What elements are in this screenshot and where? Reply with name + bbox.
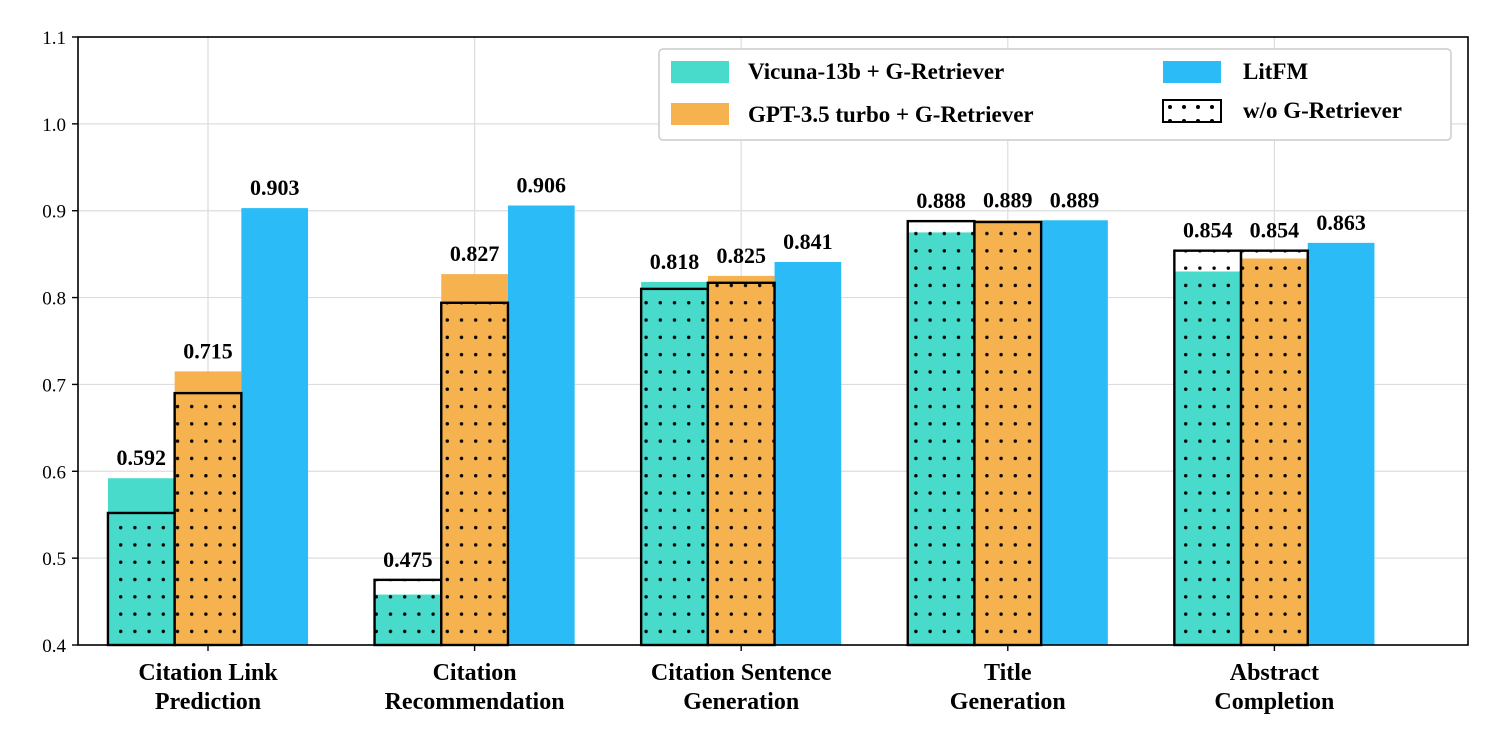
y-tick-label-7: 1.1 [42,28,66,49]
y-tick-label-2: 0.6 [42,462,66,483]
legend-label-litfm: LitFM [1243,59,1308,84]
x-tick-label-3: Title Generation [950,660,1066,715]
value-label-s2-c1: 0.906 [517,173,567,198]
legend-swatch-litfm [1163,61,1221,83]
plot-frame [77,36,1469,646]
y-tick-label-4: 0.8 [42,289,66,310]
hatch-fill-s1-c4 [1241,258,1308,645]
y-tick-label-6: 1.0 [42,115,66,136]
value-label-s2-c0: 0.903 [250,175,300,200]
value-label-s1-c0: 0.715 [183,338,233,363]
y-tick-label-1: 0.5 [42,549,66,570]
hatch-white-s1-c4 [1241,250,1308,259]
legend-swatch-vicuna [671,61,729,83]
x-tick-label-4: Abstract Completion [1214,660,1334,715]
legend-frame [658,48,1452,141]
value-label-s1-c4: 0.854 [1250,218,1300,243]
value-label-s2-c3: 0.889 [1050,187,1100,212]
legend-label-hatched: w/o G-Retriever [1243,98,1402,123]
y-axis-ticks: 0.4 0.5 0.6 0.7 0.8 0.9 1.0 1.1 [42,28,78,657]
legend-label-gpt: GPT-3.5 turbo + G-Retriever [748,102,1034,127]
hatch-fill-s1-c3 [974,222,1042,645]
hatch-fill-s0-c3 [907,232,975,645]
hatch-white-s0-c3 [907,221,975,233]
x-tick-label-1: Citation Recommendation [385,660,565,715]
y-tick-label-0: 0.4 [42,636,66,657]
legend-swatch-gpt [671,103,729,125]
legend-swatch-hatched [1162,99,1222,123]
value-label-s0-c1: 0.475 [383,547,433,572]
x-axis-ticks: Citation Link Prediction Citation Recommend… [138,645,1334,715]
hatch-fill-s0-c4 [1174,271,1242,645]
hatch-white-s0-c4 [1174,250,1242,272]
hatch-fill-s0-c0 [107,512,175,645]
legend-label-vicuna: Vicuna-13b + G-Retriever [748,59,1004,84]
hatch-fill-s1-c1 [441,302,508,645]
y-tick-label-5: 0.9 [42,202,66,223]
value-label-s2-c2: 0.841 [783,229,833,254]
without-retriever-overlays [106,219,1309,647]
x-tick-label-2: Citation Sentence Generation [651,660,832,715]
hatch-white-s0-c1 [374,579,442,595]
bar-s2-c4 [1307,242,1375,645]
value-label-s0-c3: 0.888 [916,188,966,213]
value-label-s0-c0: 0.592 [117,445,167,470]
hatch-fill-s0-c1 [374,594,442,645]
value-labels: 0.592 0.715 0.903 0.475 0.827 0.906 0.818 0.825… [117,173,1366,572]
value-label-s0-c2: 0.818 [650,249,700,274]
legend: Vicuna-13b + G-Retriever GPT-3.5 turbo +… [658,48,1452,141]
value-label-s1-c2: 0.825 [716,243,766,268]
hatch-fill-s1-c2 [707,282,775,645]
bar-s2-c0 [241,208,309,645]
bar-s2-c3 [1041,220,1108,646]
y-tick-label-3: 0.7 [42,375,66,396]
value-label-s2-c4: 0.863 [1316,210,1366,235]
value-label-s0-c4: 0.854 [1183,218,1233,243]
bar-s2-c2 [774,261,842,645]
hatch-fill-s1-c0 [174,393,242,645]
value-label-s1-c1: 0.827 [450,241,500,266]
value-label-s1-c3: 0.889 [983,187,1033,212]
bar-s2-c1 [507,205,575,645]
hatch-fill-s0-c2 [641,288,708,645]
x-tick-label-0: Citation Link Prediction [138,660,278,715]
